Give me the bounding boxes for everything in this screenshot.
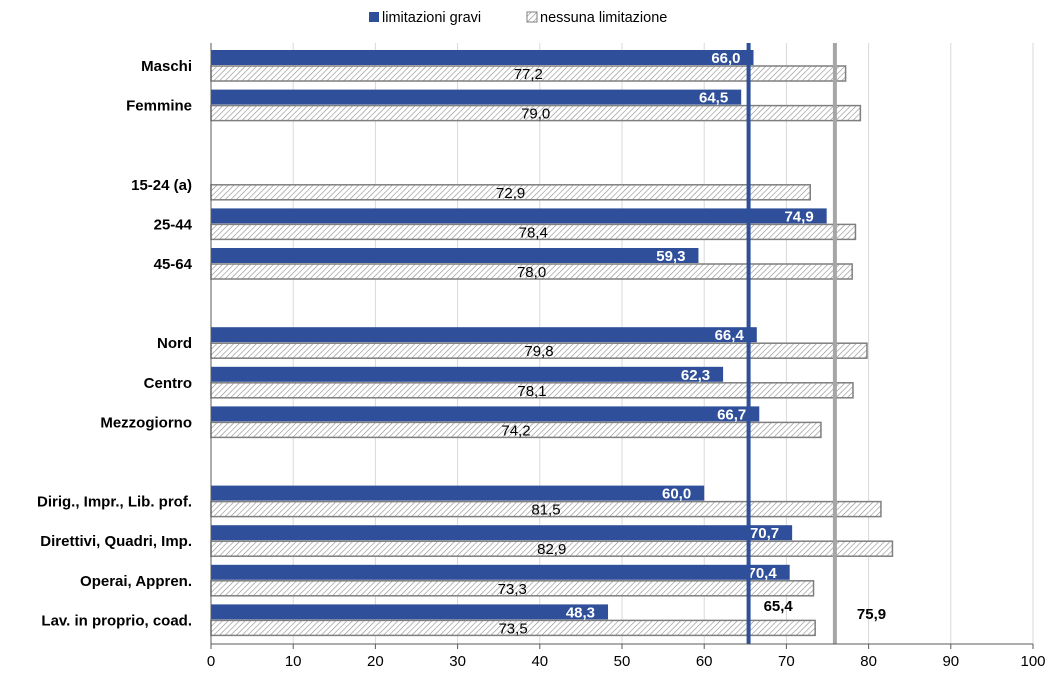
data-label-limitazioni-gravi: 70,7 <box>750 525 779 542</box>
data-label-limitazioni-gravi: 66,0 <box>711 50 740 67</box>
data-label-nessuna-limitazione: 77,2 <box>514 66 543 83</box>
legend-label-nessuna-limitazione: nessuna limitazione <box>540 10 667 26</box>
category-label-15-24-a: 15-24 (a) <box>131 177 192 194</box>
category-label-25-44: 25-44 <box>154 216 193 233</box>
bar-limitazioni-gravi-operai-appren <box>211 564 790 580</box>
x-tick-label: 40 <box>531 653 548 670</box>
data-label-limitazioni-gravi: 60,0 <box>662 486 691 503</box>
x-tick-label: 60 <box>696 653 713 670</box>
reference-line-label: 65,4 <box>764 598 794 615</box>
bar-limitazioni-gravi-mezzogiorno <box>211 406 760 422</box>
x-tick-label: 50 <box>614 653 631 670</box>
x-tick-label: 0 <box>207 653 215 670</box>
data-label-limitazioni-gravi: 66,7 <box>717 406 746 423</box>
data-label-nessuna-limitazione: 78,1 <box>517 383 546 400</box>
data-label-nessuna-limitazione: 74,2 <box>501 422 530 439</box>
x-tick-label: 30 <box>449 653 466 670</box>
category-label-direttivi-quadri-imp: Direttivi, Quadri, Imp. <box>40 533 192 550</box>
data-label-nessuna-limitazione: 81,5 <box>531 502 560 519</box>
legend-swatch-nessuna-limitazione <box>526 11 538 23</box>
category-label-maschi: Maschi <box>141 58 192 75</box>
data-label-nessuna-limitazione: 79,0 <box>521 106 550 123</box>
bar-limitazioni-gravi-lav-in-proprio-coad <box>211 604 609 620</box>
category-label-femmine: Femmine <box>126 98 192 115</box>
bar-limitazioni-gravi-maschi <box>211 50 754 65</box>
category-label-45-64: 45-64 <box>154 256 193 273</box>
x-tick-label: 20 <box>367 653 384 670</box>
data-label-limitazioni-gravi: 66,4 <box>715 327 745 344</box>
bars <box>210 50 894 637</box>
data-label-limitazioni-gravi: 70,4 <box>747 565 777 582</box>
legend-swatch-limitazioni-gravi <box>369 12 379 22</box>
category-label-dirig-impr-lib-prof: Dirig., Impr., Lib. prof. <box>37 494 192 511</box>
x-tick-label: 100 <box>1020 653 1045 670</box>
data-label-nessuna-limitazione: 73,3 <box>498 581 527 598</box>
bar-limitazioni-gravi-45-64 <box>211 248 699 263</box>
category-label-lav-in-proprio-coad: Lav. in proprio, coad. <box>41 612 192 629</box>
bar-limitazioni-gravi-centro <box>211 366 724 382</box>
data-label-nessuna-limitazione: 79,8 <box>524 343 553 360</box>
bar-limitazioni-gravi-direttivi-quadri-imp <box>211 525 793 541</box>
data-label-limitazioni-gravi: 62,3 <box>681 367 710 384</box>
bar-limitazioni-gravi-femmine <box>211 89 742 105</box>
reference-line-label: 75,9 <box>857 606 886 623</box>
category-label-mezzogiorno: Mezzogiorno <box>100 414 192 431</box>
data-label-nessuna-limitazione: 78,4 <box>519 224 548 241</box>
data-label-nessuna-limitazione: 73,5 <box>498 620 527 637</box>
x-tick-label: 80 <box>860 653 877 670</box>
category-label-centro: Centro <box>144 375 192 392</box>
x-tick-label: 10 <box>285 653 302 670</box>
data-label-limitazioni-gravi: 59,3 <box>656 248 685 265</box>
data-label-nessuna-limitazione: 78,0 <box>517 264 546 281</box>
legend: limitazioni gravi nessuna limitazione <box>369 10 667 26</box>
x-tick-label: 90 <box>942 653 959 670</box>
bar-limitazioni-gravi-nord <box>211 327 757 343</box>
reference-lines: 65,4 75,9 <box>746 43 886 644</box>
value-labels: 66,0 77,2 64,5 79,0 72,9 74,9 78,4 59,3 78,0 66,4… <box>496 50 814 637</box>
bar-limitazioni-gravi-dirig-impr-lib-prof <box>211 485 705 501</box>
x-tick-label: 70 <box>778 653 795 670</box>
data-label-nessuna-limitazione: 82,9 <box>537 541 566 558</box>
data-label-nessuna-limitazione: 72,9 <box>496 185 525 202</box>
x-axis: 0 10 20 30 40 50 60 70 80 90 100 <box>207 43 1046 670</box>
category-labels: Maschi Femmine 15-24 (a) 25-44 45-64 Nord Cent… <box>37 58 193 629</box>
legend-label-limitazioni-gravi: limitazioni gravi <box>382 10 481 26</box>
data-label-limitazioni-gravi: 48,3 <box>566 604 595 621</box>
bar-limitazioni-gravi-25-44 <box>211 208 827 224</box>
category-label-operai-appren: Operai, Appren. <box>80 573 192 590</box>
data-label-limitazioni-gravi: 64,5 <box>699 90 728 107</box>
category-label-nord: Nord <box>157 335 192 352</box>
data-label-limitazioni-gravi: 74,9 <box>784 208 813 225</box>
